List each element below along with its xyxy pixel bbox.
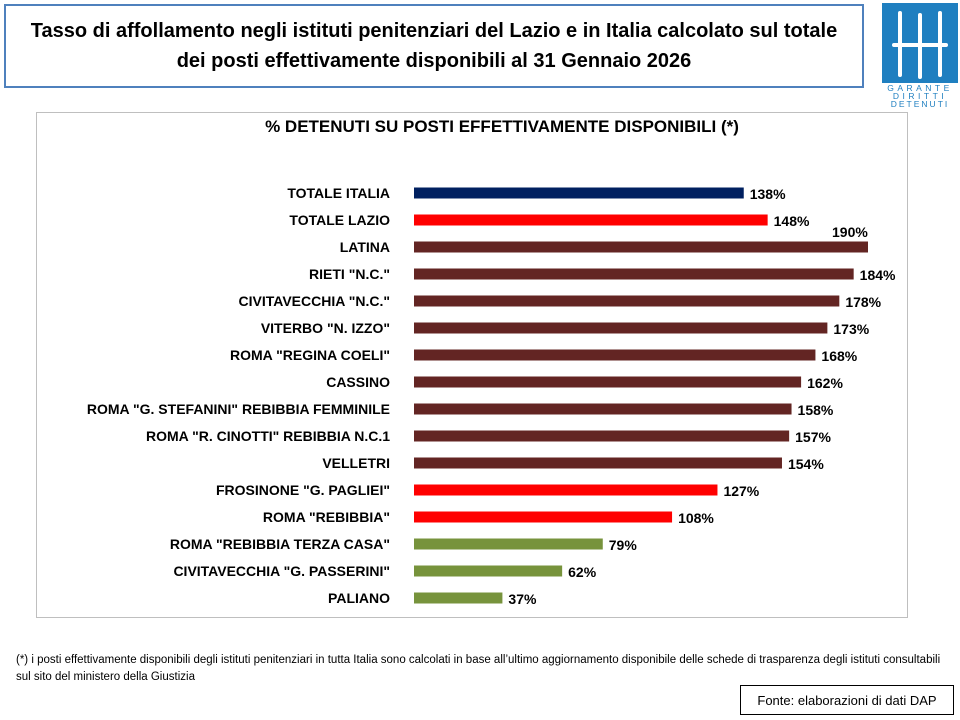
category-label: VELLETRI (322, 455, 390, 471)
source-box: Fonte: elaborazioni di dati DAP (740, 685, 954, 715)
bar (414, 592, 503, 604)
data-label: 168% (821, 348, 857, 364)
data-label: 62% (568, 564, 597, 580)
data-label: 157% (795, 429, 831, 445)
data-label: 190% (832, 224, 868, 240)
bar (414, 538, 603, 550)
bar (414, 484, 718, 496)
category-label: CASSINO (326, 374, 390, 390)
data-label: 127% (723, 483, 759, 499)
data-label: 154% (788, 456, 824, 472)
chart-title: % DETENUTI SU POSTI EFFETTIVAMENTE DISPO… (265, 117, 739, 136)
garante-logo: GARANTE DIRITTI DETENUTI (882, 3, 958, 107)
category-label: ROMA "REGINA COELI" (230, 347, 390, 363)
chart-area (36, 112, 908, 618)
category-label: ROMA "REBIBBIA TERZA CASA" (170, 536, 390, 552)
title-box: Tasso di affollamento negli istituti pen… (4, 4, 864, 88)
category-label: ROMA "R. CINOTTI" REBIBBIA N.C.1 (146, 428, 390, 444)
bar (414, 376, 802, 388)
data-label: 79% (609, 537, 638, 553)
bar (414, 295, 840, 307)
bar (414, 214, 768, 226)
bar (414, 322, 828, 334)
data-label: 184% (860, 267, 896, 283)
category-label: CIVITAVECCHIA "G. PASSERINI" (173, 563, 390, 579)
source-text: Fonte: elaborazioni di dati DAP (757, 692, 937, 708)
data-label: 173% (833, 321, 869, 337)
category-label: RIETI "N.C." (309, 266, 390, 282)
bar (414, 187, 744, 199)
data-label: 178% (845, 294, 881, 310)
category-label: FROSINONE "G. PAGLIEI" (216, 482, 390, 498)
bar (414, 268, 854, 280)
category-label: ROMA "G. STEFANINI" REBIBBIA FEMMINILE (87, 401, 390, 417)
svg-text:DIRITTI: DIRITTI (893, 91, 947, 101)
bar (414, 511, 673, 523)
data-label: 108% (678, 510, 714, 526)
data-label: 138% (750, 186, 786, 202)
bar (414, 457, 782, 469)
data-label: 148% (774, 213, 810, 229)
category-label: TOTALE ITALIA (287, 185, 390, 201)
data-label: 37% (508, 591, 537, 607)
bar (414, 241, 868, 253)
category-label: LATINA (340, 239, 390, 255)
category-label: PALIANO (328, 590, 390, 606)
bar (414, 349, 816, 361)
page-title: Tasso di affollamento negli istituti pen… (30, 20, 838, 72)
svg-text:DETENUTI: DETENUTI (891, 99, 950, 107)
bar (414, 403, 792, 415)
svg-text:GARANTE: GARANTE (887, 83, 953, 93)
footnote: (*) i posti effettivamente disponibili d… (16, 654, 941, 683)
category-label: CIVITAVECCHIA "N.C." (239, 293, 390, 309)
bar (414, 430, 790, 442)
category-label: ROMA "REBIBBIA" (263, 509, 390, 525)
bar (414, 565, 563, 577)
category-label: VITERBO "N. IZZO" (261, 320, 390, 336)
category-label: TOTALE LAZIO (289, 212, 390, 228)
data-label: 158% (798, 402, 834, 418)
data-label: 162% (807, 375, 843, 391)
